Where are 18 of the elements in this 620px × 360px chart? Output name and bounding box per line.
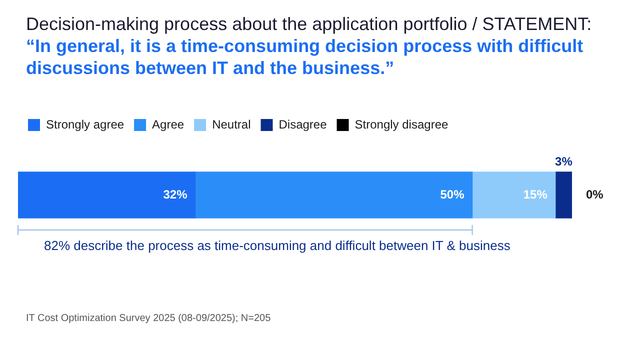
legend-label: Neutral bbox=[212, 117, 251, 132]
data-label: 3% bbox=[555, 154, 573, 168]
data-label: 15% bbox=[523, 187, 548, 202]
text: IT Cost Optimization Survey 2025 (08-09/2025); N=205 bbox=[25, 313, 272, 324]
bar bbox=[472, 172, 556, 218]
bar bbox=[194, 172, 473, 218]
text: 82% describe the process as time-consuming and difficult between IT & business bbox=[44, 238, 511, 254]
bar bbox=[555, 172, 572, 218]
legend-label: Disagree bbox=[278, 117, 328, 132]
data-label: 50% bbox=[440, 187, 465, 202]
bar bbox=[18, 172, 196, 218]
legend-label: Strongly agree bbox=[46, 117, 124, 132]
legend-label: Strongly disagree bbox=[354, 117, 448, 132]
data-label: 0% bbox=[586, 187, 604, 202]
legend-label: Agree bbox=[152, 117, 184, 132]
chart-subtitle: “In general, it is a time-consuming decision process with difficult discussions between IT and the business.” bbox=[26, 35, 584, 79]
chart-title: Decision-making process about the application portfolio / STATEMENT: bbox=[26, 14, 593, 35]
data-label: 32% bbox=[163, 187, 188, 202]
